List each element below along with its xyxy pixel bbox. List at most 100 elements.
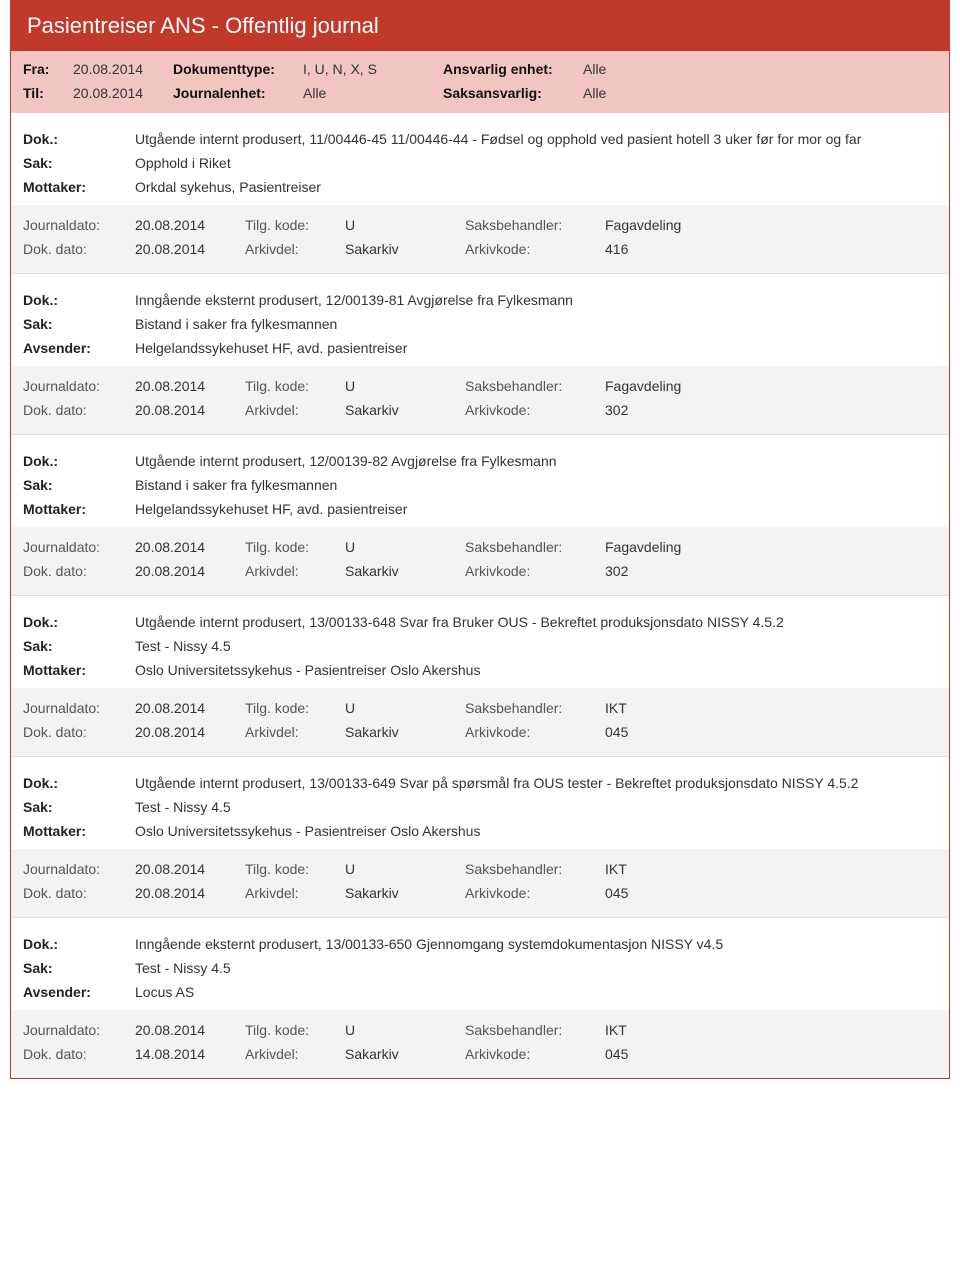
- arkivkode-label: Arkivkode:: [465, 563, 605, 579]
- journal-entry: Dok.: Inngående eksternt produsert, 12/0…: [11, 274, 949, 435]
- dok-value: Inngående eksternt produsert, 13/00133-6…: [135, 936, 937, 952]
- entry-footer: Journaldato: 20.08.2014 Tilg. kode: U Sa…: [11, 366, 949, 434]
- arkivkode-label: Arkivkode:: [465, 724, 605, 740]
- party-value: Orkdal sykehus, Pasientreiser: [135, 179, 937, 195]
- arkivdel-value: Sakarkiv: [345, 563, 465, 579]
- party-label: Mottaker:: [23, 501, 135, 517]
- tilgkode-label: Tilg. kode:: [245, 700, 345, 716]
- arkivkode-label: Arkivkode:: [465, 885, 605, 901]
- arkivdel-value: Sakarkiv: [345, 241, 465, 257]
- dok-value: Utgående internt produsert, 13/00133-648…: [135, 614, 937, 630]
- sak-value: Test - Nissy 4.5: [135, 960, 937, 976]
- dok-label: Dok.:: [23, 775, 135, 791]
- journaldato-label: Journaldato:: [23, 378, 135, 394]
- journal-entry: Dok.: Utgående internt produsert, 13/001…: [11, 596, 949, 757]
- party-value: Oslo Universitetssykehus - Pasientreiser…: [135, 662, 937, 678]
- sak-value: Test - Nissy 4.5: [135, 638, 937, 654]
- tilgkode-value: U: [345, 539, 465, 555]
- dokdato-label: Dok. dato:: [23, 563, 135, 579]
- journaldato-label: Journaldato:: [23, 700, 135, 716]
- party-label: Mottaker:: [23, 823, 135, 839]
- party-label: Avsender:: [23, 340, 135, 356]
- journaldato-value: 20.08.2014: [135, 539, 245, 555]
- tilgkode-value: U: [345, 1022, 465, 1038]
- sak-value: Bistand i saker fra fylkesmannen: [135, 316, 937, 332]
- saksbehandler-value: IKT: [605, 861, 805, 877]
- tilgkode-label: Tilg. kode:: [245, 861, 345, 877]
- fra-label: Fra:: [23, 61, 73, 77]
- arkivkode-value: 045: [605, 724, 805, 740]
- dok-value: Utgående internt produsert, 13/00133-649…: [135, 775, 937, 791]
- ansvarlig-enhet-value: Alle: [583, 61, 703, 77]
- arkivkode-value: 302: [605, 402, 805, 418]
- arkivdel-value: Sakarkiv: [345, 885, 465, 901]
- journaldato-label: Journaldato:: [23, 861, 135, 877]
- dokdato-label: Dok. dato:: [23, 724, 135, 740]
- journaldato-label: Journaldato:: [23, 539, 135, 555]
- journal-entry: Dok.: Utgående internt produsert, 11/004…: [11, 113, 949, 274]
- dokumenttype-label: Dokumenttype:: [173, 61, 303, 77]
- dok-label: Dok.:: [23, 292, 135, 308]
- tilgkode-value: U: [345, 861, 465, 877]
- saksbehandler-value: Fagavdeling: [605, 378, 805, 394]
- tilgkode-label: Tilg. kode:: [245, 1022, 345, 1038]
- arkivdel-value: Sakarkiv: [345, 1046, 465, 1062]
- saksbehandler-label: Saksbehandler:: [465, 217, 605, 233]
- saksbehandler-value: Fagavdeling: [605, 539, 805, 555]
- arkivkode-value: 416: [605, 241, 805, 257]
- journal-entry: Dok.: Utgående internt produsert, 13/001…: [11, 757, 949, 918]
- tilgkode-value: U: [345, 378, 465, 394]
- journaldato-value: 20.08.2014: [135, 1022, 245, 1038]
- arkivdel-value: Sakarkiv: [345, 402, 465, 418]
- entries-list: Dok.: Utgående internt produsert, 11/004…: [11, 113, 949, 1078]
- sak-value: Bistand i saker fra fylkesmannen: [135, 477, 937, 493]
- til-value: 20.08.2014: [73, 85, 173, 101]
- entry-footer: Journaldato: 20.08.2014 Tilg. kode: U Sa…: [11, 527, 949, 595]
- dokdato-label: Dok. dato:: [23, 402, 135, 418]
- fra-value: 20.08.2014: [73, 61, 173, 77]
- tilgkode-label: Tilg. kode:: [245, 539, 345, 555]
- dokdato-value: 14.08.2014: [135, 1046, 245, 1062]
- dokdato-label: Dok. dato:: [23, 241, 135, 257]
- dok-label: Dok.:: [23, 936, 135, 952]
- journaldato-value: 20.08.2014: [135, 700, 245, 716]
- tilgkode-value: U: [345, 700, 465, 716]
- party-value: Helgelandssykehuset HF, avd. pasientreis…: [135, 340, 937, 356]
- dokumenttype-value: I, U, N, X, S: [303, 61, 443, 77]
- tilgkode-value: U: [345, 217, 465, 233]
- journaldato-label: Journaldato:: [23, 1022, 135, 1038]
- saksbehandler-label: Saksbehandler:: [465, 378, 605, 394]
- til-label: Til:: [23, 85, 73, 101]
- arkivkode-label: Arkivkode:: [465, 1046, 605, 1062]
- arkivkode-value: 045: [605, 1046, 805, 1062]
- journaldato-value: 20.08.2014: [135, 217, 245, 233]
- journalenhet-value: Alle: [303, 85, 443, 101]
- sak-label: Sak:: [23, 799, 135, 815]
- arkivkode-label: Arkivkode:: [465, 402, 605, 418]
- arkivdel-label: Arkivdel:: [245, 241, 345, 257]
- tilgkode-label: Tilg. kode:: [245, 378, 345, 394]
- entry-footer: Journaldato: 20.08.2014 Tilg. kode: U Sa…: [11, 1010, 949, 1078]
- party-label: Mottaker:: [23, 662, 135, 678]
- dokdato-label: Dok. dato:: [23, 885, 135, 901]
- sak-label: Sak:: [23, 960, 135, 976]
- ansvarlig-enhet-label: Ansvarlig enhet:: [443, 61, 583, 77]
- sak-value: Test - Nissy 4.5: [135, 799, 937, 815]
- sak-value: Opphold i Riket: [135, 155, 937, 171]
- arkivkode-value: 302: [605, 563, 805, 579]
- saksbehandler-value: IKT: [605, 1022, 805, 1038]
- dokdato-value: 20.08.2014: [135, 241, 245, 257]
- party-label: Mottaker:: [23, 179, 135, 195]
- party-label: Avsender:: [23, 984, 135, 1000]
- dokdato-value: 20.08.2014: [135, 563, 245, 579]
- dokdato-label: Dok. dato:: [23, 1046, 135, 1062]
- arkivdel-label: Arkivdel:: [245, 724, 345, 740]
- saksbehandler-label: Saksbehandler:: [465, 1022, 605, 1038]
- sak-label: Sak:: [23, 638, 135, 654]
- arkivdel-label: Arkivdel:: [245, 563, 345, 579]
- dokdato-value: 20.08.2014: [135, 885, 245, 901]
- page-title: Pasientreiser ANS - Offentlig journal: [11, 1, 949, 51]
- dok-label: Dok.:: [23, 131, 135, 147]
- journaldato-value: 20.08.2014: [135, 378, 245, 394]
- sak-label: Sak:: [23, 477, 135, 493]
